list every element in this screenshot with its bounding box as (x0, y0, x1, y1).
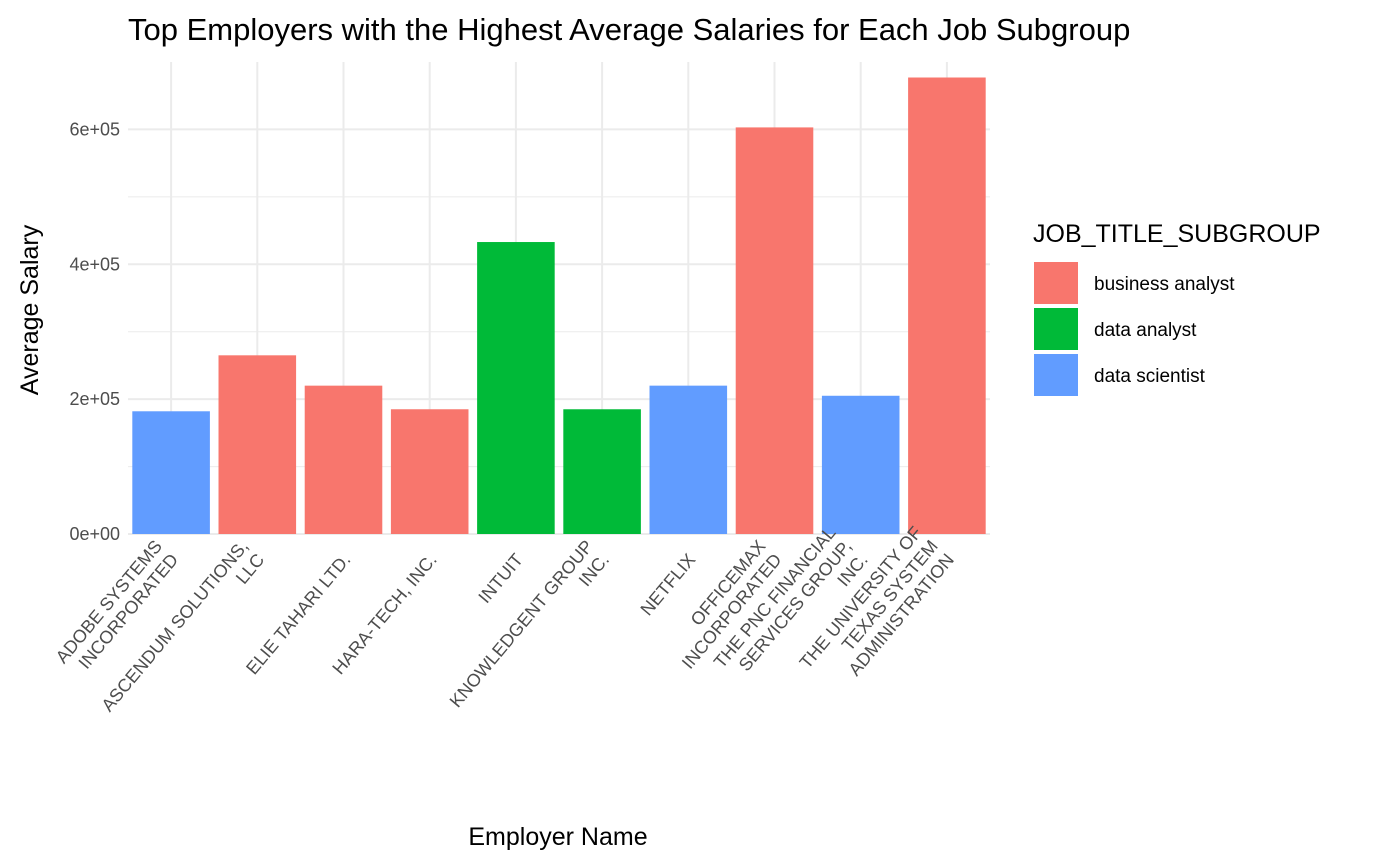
legend-swatch (1034, 262, 1078, 304)
x-axis-title: Employer Name (468, 823, 647, 851)
bars (132, 77, 986, 535)
bar (390, 409, 469, 534)
x-tick-label-text: ADOBE SYSTEMSINCORPORATED (52, 536, 182, 680)
x-tick-label: KNOWLEDGENT GROUPINC. (446, 536, 613, 725)
bar (821, 395, 900, 534)
legend-label: data scientist (1094, 366, 1206, 387)
x-tick-label-text: NETFLIX (636, 550, 699, 620)
bar (132, 411, 210, 534)
x-tick-label: NETFLIX (636, 550, 699, 620)
y-axis-ticks: 0e+00 2e+05 4e+05 6e+05 (69, 119, 120, 544)
y-tick-label: 6e+05 (69, 119, 120, 139)
legend-label: data analyst (1094, 320, 1197, 341)
x-tick-label-text: INTUIT (474, 550, 527, 607)
x-tick-label-line: NETFLIX (636, 550, 699, 620)
y-tick-label: 2e+05 (69, 389, 120, 409)
legend-swatch (1034, 354, 1078, 396)
y-axis-title: Average Salary (16, 224, 44, 395)
bar (477, 242, 555, 534)
bar (649, 385, 728, 534)
bar (908, 77, 986, 534)
legend-title: JOB_TITLE_SUBGROUP (1033, 220, 1321, 248)
bar (218, 355, 297, 534)
y-tick-label: 0e+00 (69, 524, 120, 544)
x-tick-label: ADOBE SYSTEMSINCORPORATED (52, 536, 182, 680)
legend-swatch (1034, 308, 1078, 350)
legend-label: business analyst (1094, 274, 1235, 295)
legend: JOB_TITLE_SUBGROUP business analyst data … (1033, 220, 1321, 396)
bar (304, 385, 383, 534)
chart-title: Top Employers with the Highest Average S… (128, 12, 1130, 47)
x-tick-label-line: INTUIT (474, 550, 527, 607)
y-tick-label: 4e+05 (69, 254, 120, 274)
bar (563, 409, 641, 534)
bar (735, 127, 814, 535)
x-tick-label-text: KNOWLEDGENT GROUPINC. (446, 536, 613, 725)
x-tick-label: INTUIT (474, 550, 527, 607)
